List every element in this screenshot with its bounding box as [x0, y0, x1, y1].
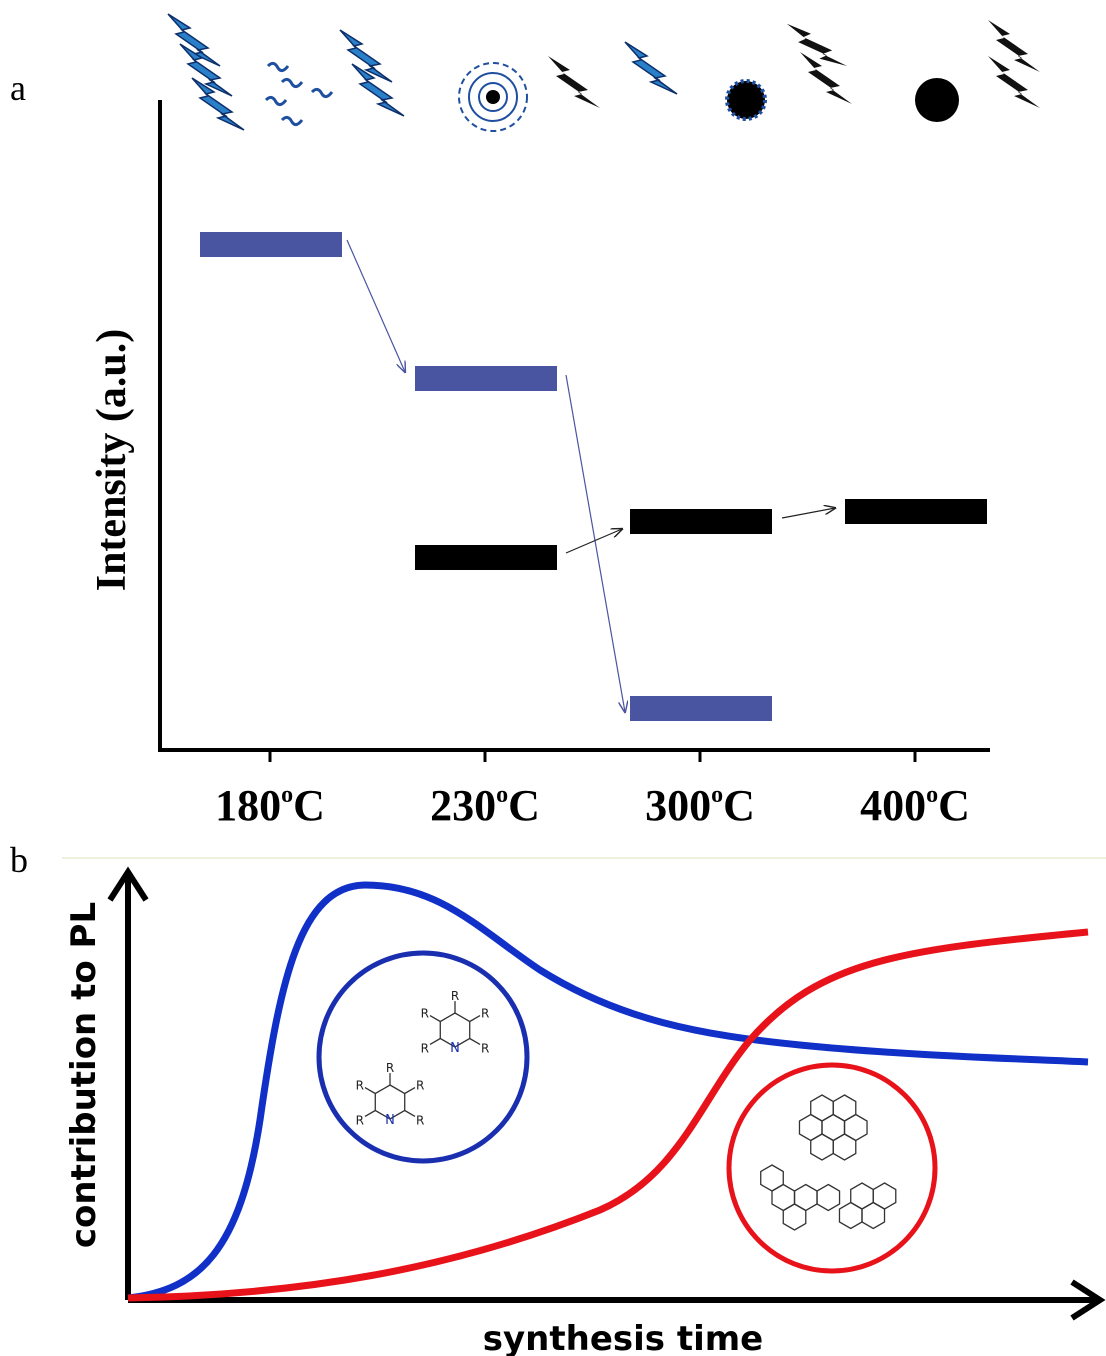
- atom-label: R: [416, 1113, 424, 1127]
- axes: [158, 100, 990, 752]
- degree: o: [926, 782, 938, 808]
- ring: [782, 1203, 807, 1231]
- icons: [167, 13, 1040, 132]
- bond: [429, 1037, 441, 1046]
- aromatic-molecules: [760, 1094, 897, 1231]
- ring: [810, 1133, 834, 1161]
- ring: [838, 1201, 863, 1230]
- bond: [404, 1109, 416, 1118]
- atom-label: R: [451, 989, 459, 1003]
- value: 400: [860, 781, 926, 830]
- x-tick-label: 300oC: [645, 781, 755, 830]
- atom-label: R: [356, 1113, 364, 1127]
- atom-label: R: [481, 1007, 489, 1021]
- value: 180: [215, 781, 281, 830]
- y-axis-label: Intensity (a.u.): [89, 329, 135, 592]
- bond: [469, 1014, 481, 1023]
- red-curve: [127, 928, 1089, 1302]
- arrows: [346, 239, 835, 712]
- value: 300: [645, 781, 711, 830]
- atom-label: R: [421, 1007, 429, 1021]
- ring: [832, 1133, 857, 1161]
- atom-label: R: [356, 1079, 364, 1093]
- pyridine-molecules: R R R N R R R R R N R R: [356, 989, 490, 1128]
- y-axis-label: contribution to PL: [64, 902, 104, 1248]
- atom-label: R: [421, 1041, 429, 1055]
- x-tick-label: 400oC: [860, 781, 970, 830]
- atom-label: N: [385, 1113, 395, 1128]
- unit: C: [723, 781, 755, 830]
- atom-label: R: [386, 1061, 394, 1075]
- blue-curve: [127, 881, 1089, 1302]
- axes: [107, 866, 1106, 1321]
- degree: o: [496, 782, 508, 808]
- atom-label: R: [481, 1041, 489, 1055]
- ring: [816, 1183, 841, 1212]
- atom-label: N: [450, 1041, 460, 1056]
- x-axis-label: synthesis time: [483, 1319, 763, 1356]
- bond: [404, 1086, 416, 1095]
- degree: o: [281, 782, 293, 808]
- bond: [469, 1037, 481, 1046]
- bond: [429, 1014, 441, 1023]
- x-tick-label: 230oC: [430, 781, 540, 830]
- unit: C: [293, 781, 325, 830]
- molecule-circle: [726, 1062, 938, 1274]
- panel-label: a: [10, 68, 26, 108]
- bond: [364, 1086, 376, 1095]
- panel-label: b: [10, 840, 28, 880]
- bond: [364, 1109, 376, 1118]
- x-tick-label: 180oC: [215, 781, 325, 830]
- levels: [200, 232, 987, 721]
- atom-label: R: [416, 1079, 424, 1093]
- degree: o: [711, 782, 723, 808]
- unit: C: [938, 781, 970, 830]
- tick-marks: [268, 750, 917, 762]
- molecule-circle: [316, 950, 530, 1164]
- value: 230: [430, 781, 496, 830]
- ring: [861, 1201, 886, 1230]
- unit: C: [508, 781, 540, 830]
